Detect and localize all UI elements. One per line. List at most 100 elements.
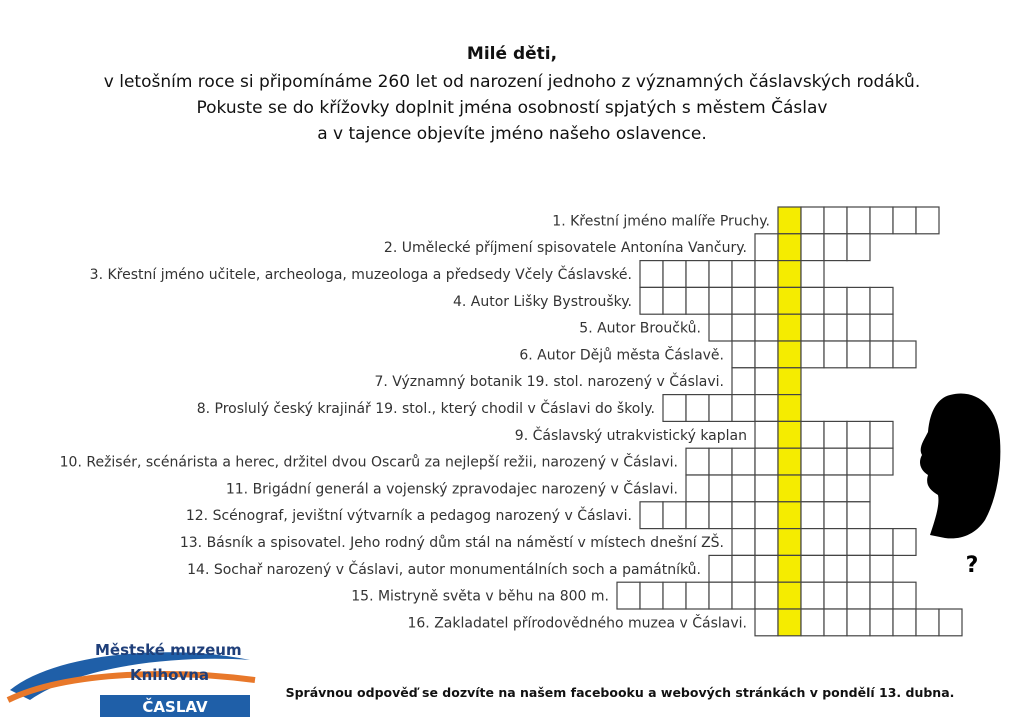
cell: [846, 286, 871, 315]
cell: [892, 340, 917, 369]
cell: [800, 608, 825, 637]
cell: [869, 608, 894, 637]
cell: [754, 447, 779, 476]
cell: [731, 447, 756, 476]
cell: [800, 233, 825, 262]
solution-cell: [777, 581, 802, 610]
cell: [754, 340, 779, 369]
cell: [823, 206, 848, 235]
solution-cell: [777, 447, 802, 476]
cell: [731, 474, 756, 503]
clue: 13. Básník a spisovatel. Jeho rodný dům …: [180, 533, 724, 551]
clue: 11. Brigádní generál a vojenský zpravoda…: [226, 479, 678, 497]
cell: [800, 260, 825, 289]
cell: [892, 581, 917, 610]
silhouette: [920, 393, 1001, 539]
cell: [938, 608, 963, 637]
solution-cell: [777, 527, 802, 556]
cell: [800, 527, 825, 556]
clue: 16. Zakladatel přírodovědného muzea v Čá…: [407, 613, 747, 631]
cell: [731, 554, 756, 583]
cell: [685, 286, 710, 315]
cell: [662, 394, 687, 423]
clue: 6. Autor Dějů města Čáslavě.: [519, 345, 724, 363]
cell: [846, 447, 871, 476]
cell: [754, 527, 779, 556]
cell: [846, 554, 871, 583]
clue: 1. Křestní jméno malíře Pruchy.: [552, 213, 770, 229]
cell: [869, 581, 894, 610]
cell: [708, 260, 733, 289]
cell: [754, 554, 779, 583]
cell: [685, 260, 710, 289]
cell: [869, 447, 894, 476]
clue: 7. Významný botanik 19. stol. narozený v…: [374, 372, 724, 390]
cell: [846, 206, 871, 235]
cell: [823, 447, 848, 476]
logo-swoosh: [10, 652, 250, 700]
intro-line: v letošním roce si připomínáme 260 let o…: [103, 72, 921, 92]
cell: [800, 206, 825, 235]
cell: [800, 581, 825, 610]
cell: [823, 527, 848, 556]
clue: 14. Sochař narozený v Čáslavi, autor mon…: [187, 560, 701, 578]
solution-cell: [777, 367, 802, 396]
cell: [800, 420, 825, 449]
cell: [639, 501, 664, 530]
cell: [685, 474, 710, 503]
solution-cell: [777, 501, 802, 530]
solution-cell: [777, 260, 802, 289]
solution-cell: [777, 474, 802, 503]
cell: [731, 340, 756, 369]
solution-cell: [777, 608, 802, 637]
cell: [846, 581, 871, 610]
cell: [731, 260, 756, 289]
cell: [662, 260, 687, 289]
cell: [754, 474, 779, 503]
cell: [754, 394, 779, 423]
cell: [869, 340, 894, 369]
cell: [754, 313, 779, 342]
cell: [869, 313, 894, 342]
cell: [846, 474, 871, 503]
cell: [823, 286, 848, 315]
cell: [846, 608, 871, 637]
intro-line: a v tajence objevíte jméno našeho oslave…: [317, 124, 707, 144]
greeting: Milé děti,: [466, 44, 558, 64]
cell: [892, 608, 917, 637]
cell: [869, 206, 894, 235]
cell: [685, 581, 710, 610]
cell: [846, 340, 871, 369]
cell: [685, 501, 710, 530]
cell: [731, 286, 756, 315]
cell: [708, 474, 733, 503]
cell: [823, 474, 848, 503]
cell: [754, 581, 779, 610]
cell: [731, 313, 756, 342]
cell: [823, 420, 848, 449]
cell: [915, 608, 940, 637]
cell: [915, 206, 940, 235]
cell: [800, 340, 825, 369]
cell: [800, 286, 825, 315]
solution-cell: [777, 394, 802, 423]
solution-cell: [777, 420, 802, 449]
solution-cell: [777, 340, 802, 369]
clue: 3. Křestní jméno učitele, archeologa, mu…: [90, 265, 632, 283]
cell: [754, 286, 779, 315]
clue: 12. Scénograf, jevištní výtvarník a peda…: [186, 506, 632, 524]
cell: [800, 447, 825, 476]
logo-band: [100, 695, 250, 717]
cell: [639, 260, 664, 289]
cell: [846, 420, 871, 449]
cell: [708, 447, 733, 476]
cell: [685, 394, 710, 423]
cell: [708, 554, 733, 583]
clue: 5. Autor Broučků.: [579, 321, 701, 337]
cell: [800, 474, 825, 503]
clue: 10. Režisér, scénárista a herec, držitel…: [60, 453, 678, 471]
logo-text: ČASLAV: [142, 697, 208, 716]
cell: [892, 527, 917, 556]
cell: [892, 206, 917, 235]
